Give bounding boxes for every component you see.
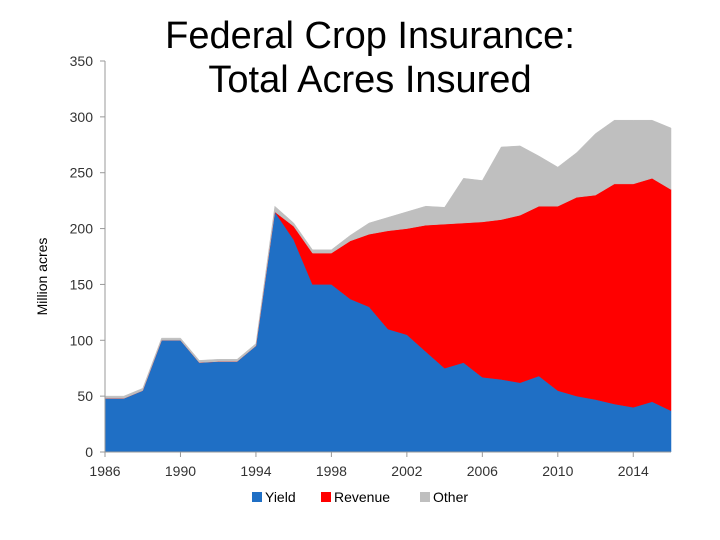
- legend-item-yield: Yield: [252, 489, 296, 505]
- y-axis-title: Million acres: [34, 238, 50, 316]
- chart-title-line-1: Federal Crop Insurance:: [165, 15, 575, 57]
- legend-item-other: Other: [420, 489, 468, 505]
- chart-title: Federal Crop Insurance: Total Acres Insu…: [10, 14, 720, 102]
- legend-swatch: [321, 492, 331, 502]
- y-tick-label: 100: [70, 332, 94, 348]
- y-tick-label: 200: [70, 221, 94, 237]
- x-tick-label: 1994: [240, 463, 271, 479]
- x-tick-label: 2002: [391, 463, 422, 479]
- legend-item-revenue: Revenue: [321, 489, 390, 505]
- legend-label: Yield: [265, 489, 296, 505]
- x-tick-label: 1998: [316, 463, 347, 479]
- x-tick-label: 2014: [618, 463, 649, 479]
- area-series-other: [104, 119, 672, 399]
- axes-layer: [104, 61, 671, 453]
- legend-swatch: [420, 492, 430, 502]
- y-tick-label: 350: [70, 53, 94, 69]
- chart-title-line-2: Total Acres Insured: [208, 59, 532, 101]
- y-tick-label: 300: [70, 109, 94, 125]
- legend-label: Revenue: [334, 489, 390, 505]
- y-tick-label: 150: [70, 276, 94, 292]
- x-tick-label: 2006: [467, 463, 498, 479]
- y-tick-label: 250: [70, 165, 94, 181]
- legend-swatch: [252, 492, 262, 502]
- area-layer: [104, 119, 672, 453]
- legend: Yield Revenue Other: [252, 489, 468, 505]
- x-tick-label: 1990: [165, 463, 196, 479]
- tick-layer: 0 50 100 150 200 250 300 350 1986 1990 1994 1998 200…: [70, 53, 649, 479]
- x-tick-label: 2010: [542, 463, 573, 479]
- legend-label: Other: [433, 489, 468, 505]
- y-tick-label: 0: [85, 444, 93, 460]
- x-tick-label: 1986: [89, 463, 120, 479]
- y-tick-label: 50: [77, 388, 93, 404]
